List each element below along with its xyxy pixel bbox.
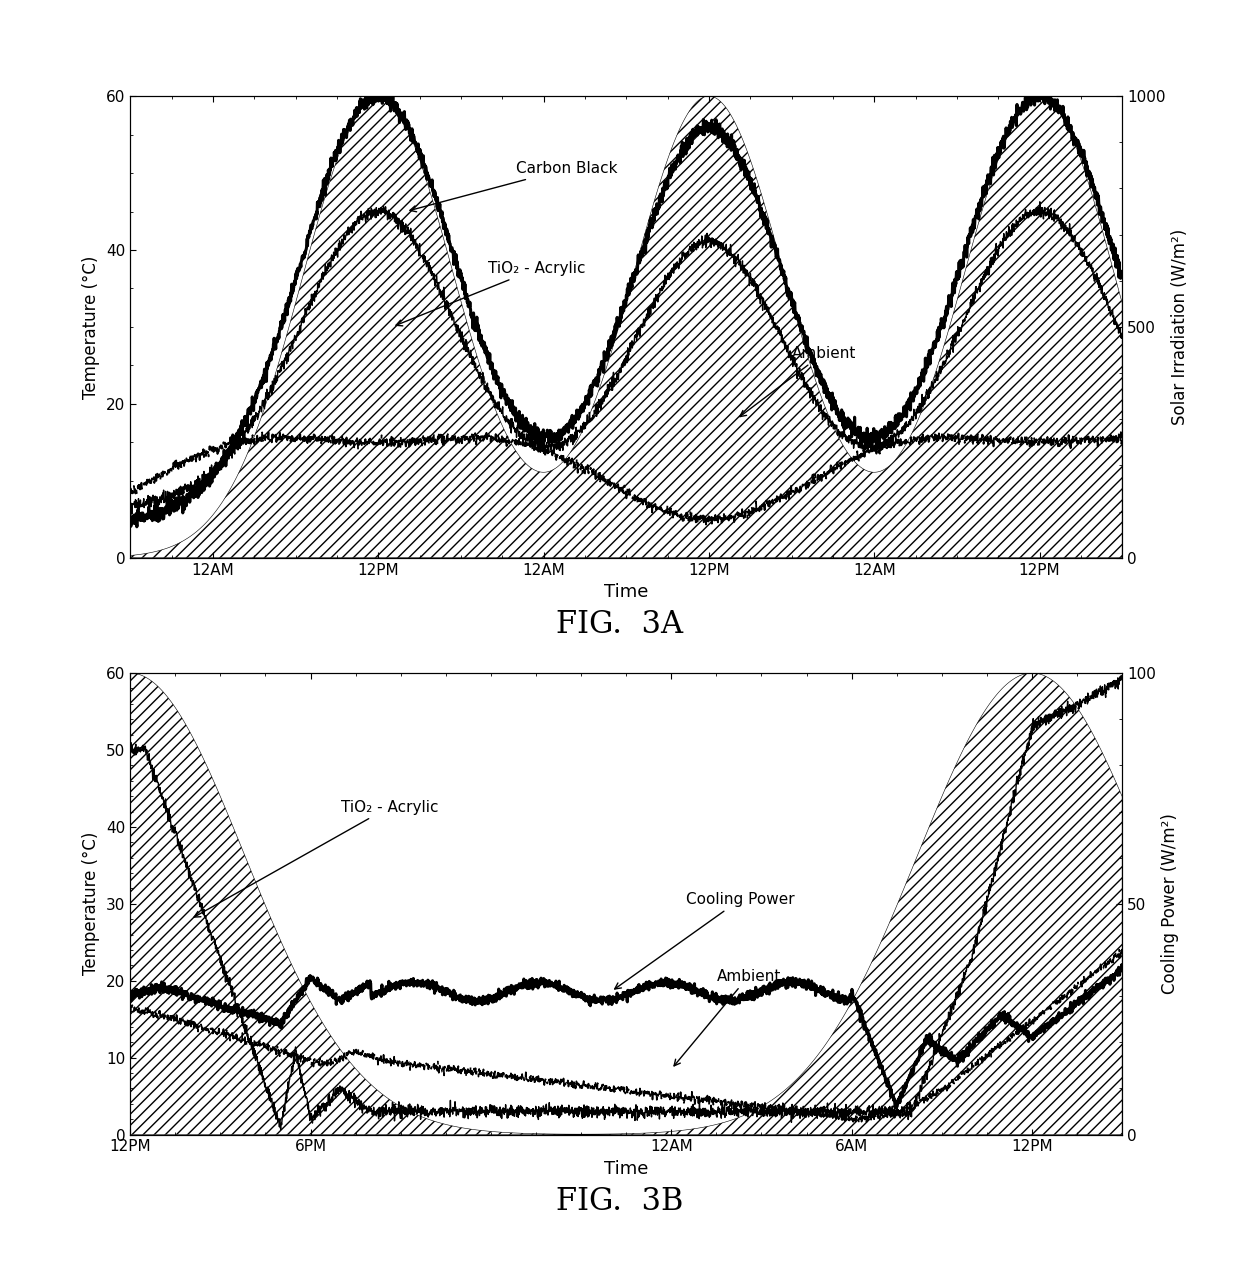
Text: FIG.  3B: FIG. 3B xyxy=(557,1186,683,1217)
Text: TiO₂ - Acrylic: TiO₂ - Acrylic xyxy=(396,262,587,326)
Y-axis label: Temperature (°C): Temperature (°C) xyxy=(82,832,100,976)
Text: Ambient: Ambient xyxy=(675,969,781,1065)
Text: Ambient: Ambient xyxy=(740,346,856,417)
Y-axis label: Cooling Power (W/m²): Cooling Power (W/m²) xyxy=(1162,813,1179,995)
X-axis label: Time: Time xyxy=(604,583,649,601)
Text: Cooling Power: Cooling Power xyxy=(615,892,795,988)
Text: FIG.  3A: FIG. 3A xyxy=(557,609,683,640)
Text: Carbon Black: Carbon Black xyxy=(410,162,618,212)
X-axis label: Time: Time xyxy=(604,1160,649,1178)
Text: TiO₂ - Acrylic: TiO₂ - Acrylic xyxy=(195,800,438,917)
Y-axis label: Temperature (°C): Temperature (°C) xyxy=(82,255,100,399)
Y-axis label: Solar Irradiation (W/m²): Solar Irradiation (W/m²) xyxy=(1171,228,1189,426)
